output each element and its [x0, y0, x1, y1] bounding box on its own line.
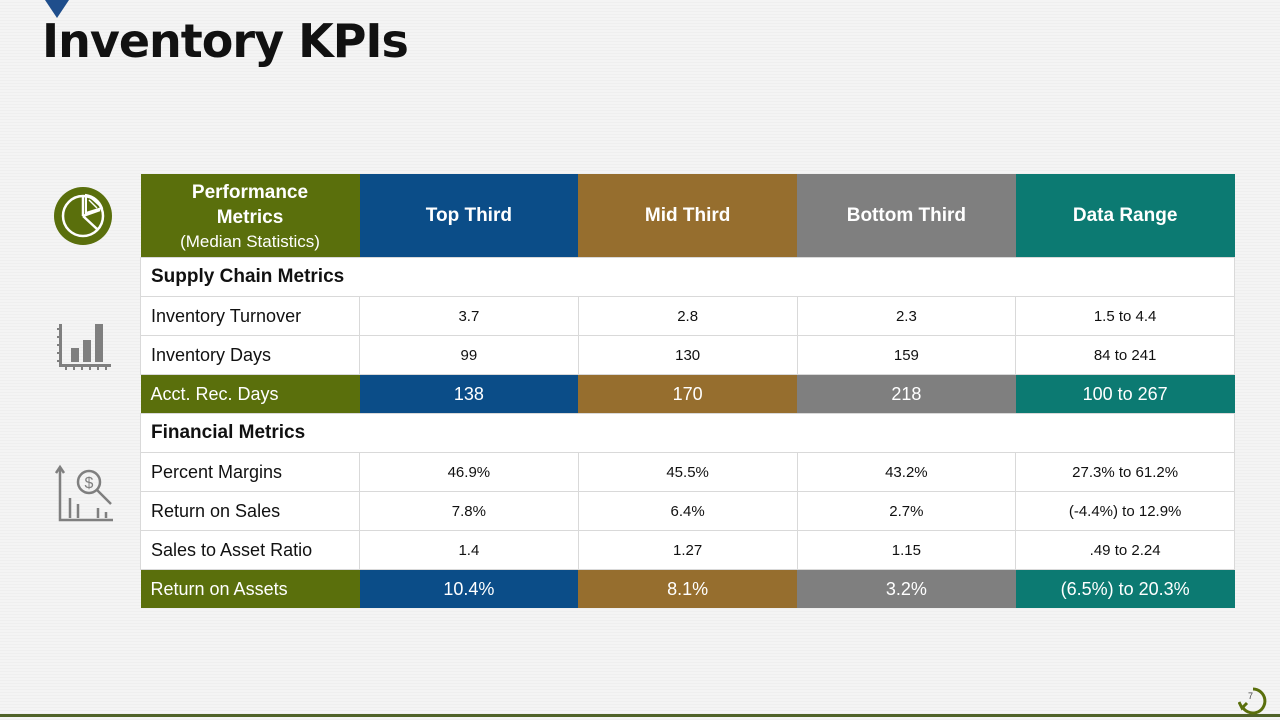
cell-data-range: .49 to 2.24: [1015, 530, 1235, 570]
cell-data-range: (6.5%) to 20.3%: [1015, 569, 1235, 608]
refresh-logo-icon: [1238, 687, 1267, 715]
row-label: Acct. Rec. Days: [140, 374, 360, 414]
svg-text:$: $: [85, 475, 94, 492]
table-row: Percent Margins 46.9% 45.5% 43.2% 27.3% …: [140, 452, 1235, 492]
highlight-row: Acct. Rec. Days 138 170 218 100 to 267: [140, 374, 1235, 414]
cell-data-range: (-4.4%) to 12.9%: [1015, 491, 1235, 531]
cell-bottom-third: 218: [797, 374, 1016, 414]
header-top-third: Top Third: [359, 174, 579, 258]
row-label: Sales to Asset Ratio: [140, 530, 360, 570]
bar-chart-icon: [57, 324, 111, 370]
cell-mid-third: 8.1%: [578, 569, 797, 608]
section-title: Supply Chain Metrics: [140, 257, 1235, 297]
table-row: Inventory Days 99 130 159 84 to 241: [140, 335, 1235, 375]
header-bottom-third: Bottom Third: [797, 174, 1016, 258]
footer-divider: [0, 714, 1280, 717]
cell-top-third: 10.4%: [359, 569, 579, 608]
row-label: Return on Sales: [140, 491, 360, 531]
cell-mid-third: 170: [578, 374, 797, 414]
header-data-range: Data Range: [1015, 174, 1235, 258]
pie-chart-icon: [54, 187, 112, 245]
table-row: Sales to Asset Ratio 1.4 1.27 1.15 .49 t…: [140, 530, 1235, 570]
table-row: Inventory Turnover 3.7 2.8 2.3 1.5 to 4.…: [140, 296, 1235, 336]
cell-mid-third: 6.4%: [577, 491, 798, 531]
cell-data-range: 100 to 267: [1015, 374, 1235, 414]
cell-data-range: 1.5 to 4.4: [1015, 296, 1235, 336]
cell-mid-third: 45.5%: [577, 452, 798, 492]
dollar-search-chart-icon: $: [55, 464, 113, 522]
cell-mid-third: 1.27: [577, 530, 798, 570]
cell-bottom-third: 2.3: [796, 296, 1017, 336]
cell-bottom-third: 159: [796, 335, 1017, 375]
row-label: Inventory Turnover: [140, 296, 360, 336]
header-mid-third: Mid Third: [578, 174, 797, 258]
cell-bottom-third: 1.15: [796, 530, 1017, 570]
cell-bottom-third: 43.2%: [796, 452, 1017, 492]
page-title: Inventory KPIs: [42, 14, 409, 68]
cell-data-range: 27.3% to 61.2%: [1015, 452, 1235, 492]
row-label: Percent Margins: [140, 452, 360, 492]
cell-top-third: 7.8%: [359, 491, 579, 531]
section-row-supply-chain: Supply Chain Metrics: [140, 257, 1235, 297]
header-performance-line2: Metrics: [216, 206, 284, 228]
cell-bottom-third: 3.2%: [797, 569, 1016, 608]
cell-top-third: 138: [359, 374, 579, 414]
cell-data-range: 84 to 241: [1015, 335, 1235, 375]
cell-top-third: 1.4: [359, 530, 579, 570]
cell-mid-third: 130: [577, 335, 798, 375]
section-title: Financial Metrics: [140, 413, 1235, 453]
kpi-table: Performance Metrics (Median Statistics) …: [140, 174, 1235, 608]
header-median-statistics: (Median Statistics): [180, 231, 320, 251]
page-number: 7: [1248, 691, 1254, 701]
cell-bottom-third: 2.7%: [796, 491, 1017, 531]
highlight-row: Return on Assets 10.4% 8.1% 3.2% (6.5%) …: [140, 569, 1235, 608]
corner-triangle-marker: [45, 0, 69, 18]
row-label: Return on Assets: [140, 569, 360, 608]
table-header-row: Performance Metrics (Median Statistics) …: [140, 174, 1235, 258]
row-label: Inventory Days: [140, 335, 360, 375]
header-performance-metrics: Performance Metrics (Median Statistics): [140, 174, 360, 258]
section-row-financial: Financial Metrics: [140, 413, 1235, 453]
cell-top-third: 46.9%: [359, 452, 579, 492]
cell-top-third: 3.7: [359, 296, 579, 336]
cell-top-third: 99: [359, 335, 579, 375]
cell-mid-third: 2.8: [577, 296, 798, 336]
table-row: Return on Sales 7.8% 6.4% 2.7% (-4.4%) t…: [140, 491, 1235, 531]
header-performance-line1: Performance: [191, 181, 309, 203]
